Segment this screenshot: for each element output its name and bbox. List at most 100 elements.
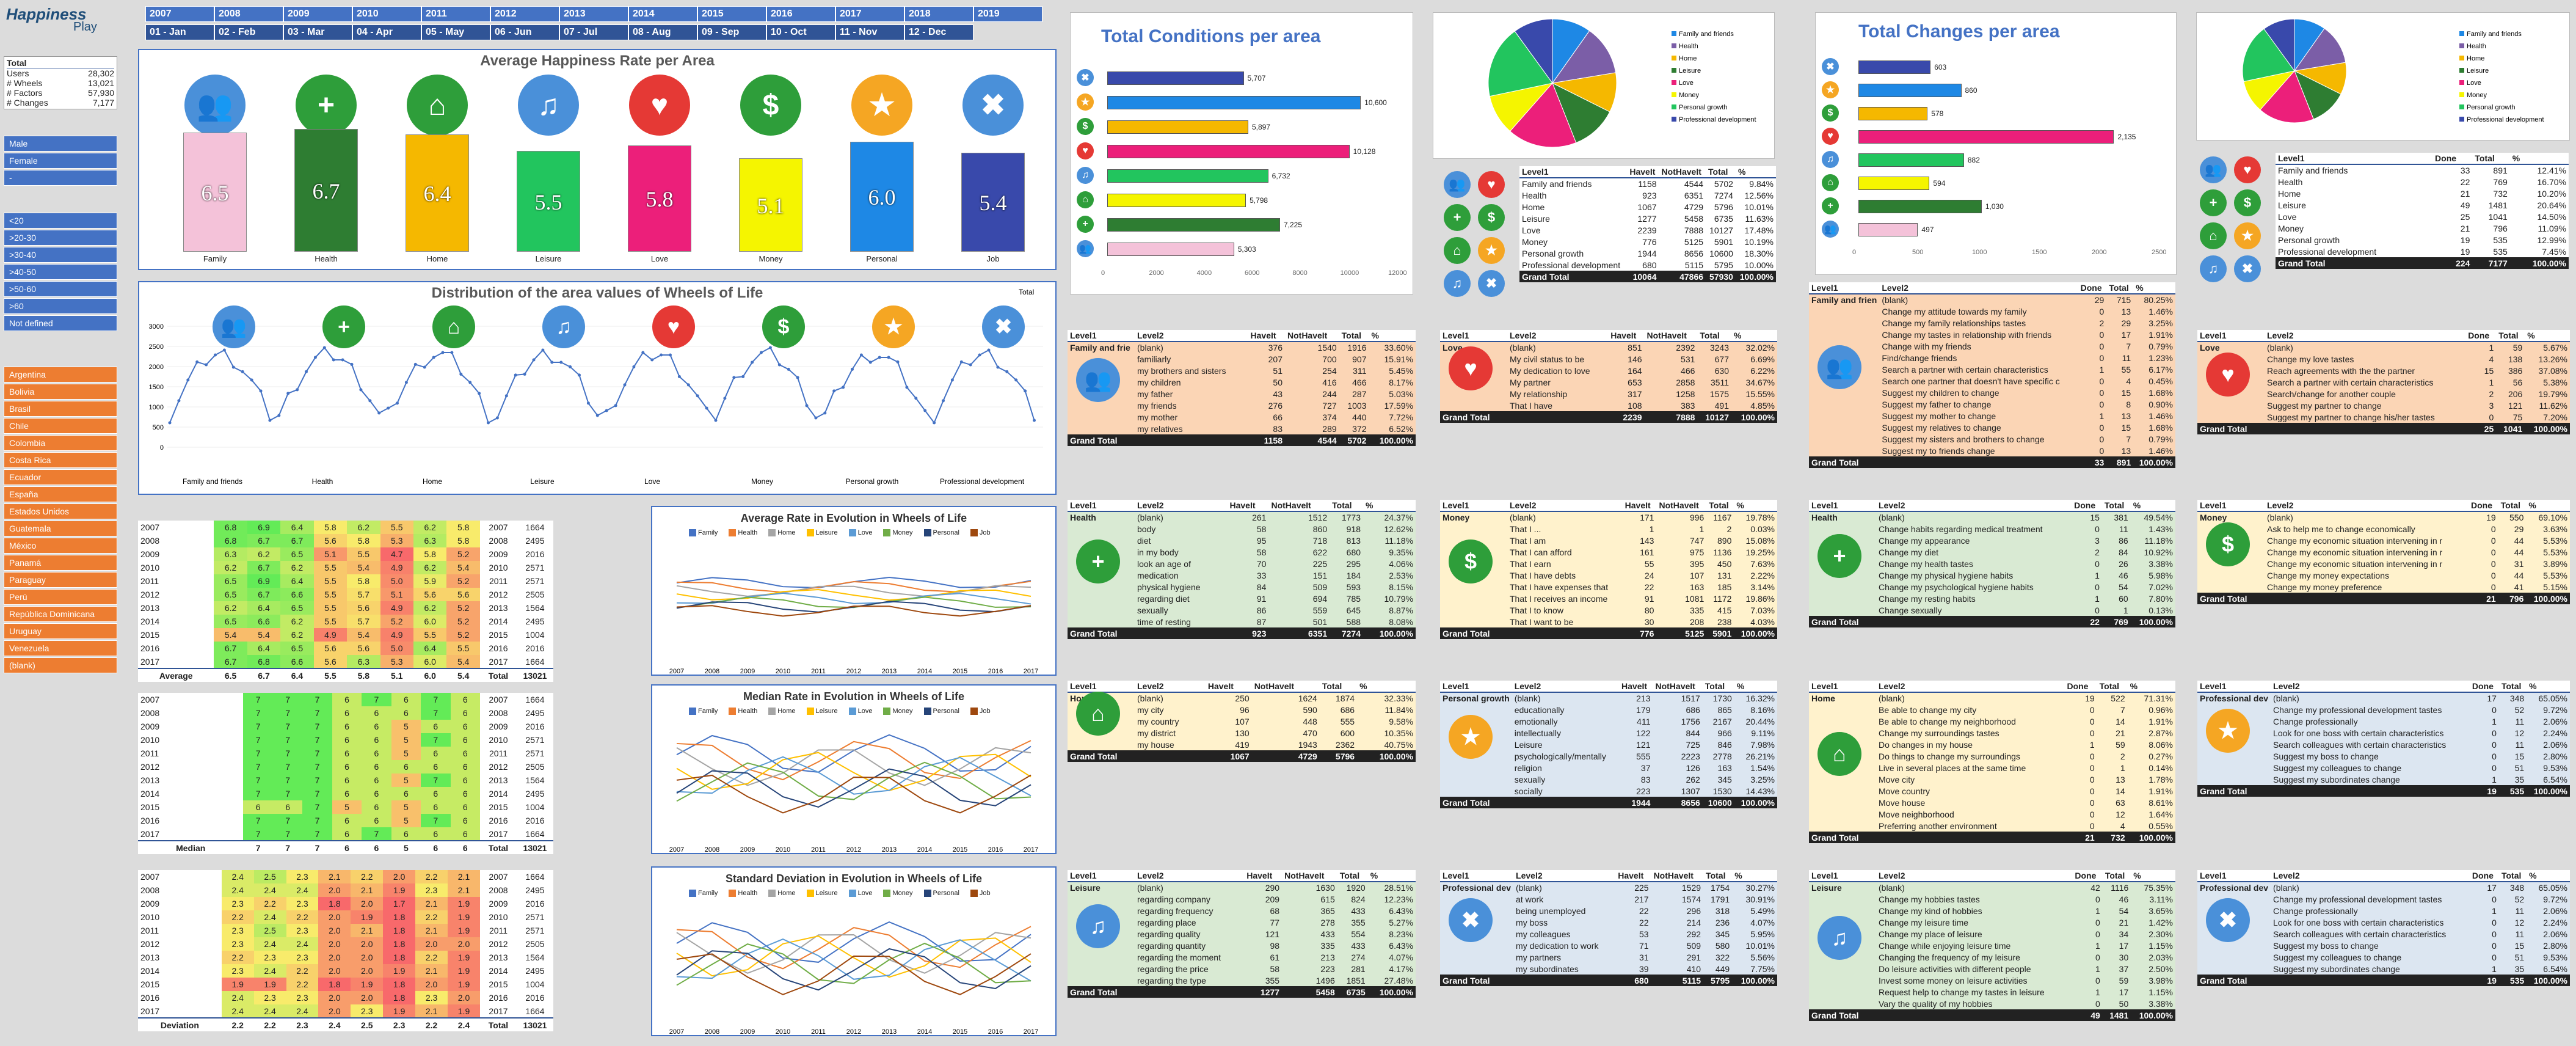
pivot-row[interactable]: Leisure 121 725 846 7.98%: [1440, 739, 1777, 750]
pivot-row[interactable]: Change sexually 0 1 0.13%: [1809, 604, 2175, 616]
pivot-row[interactable]: Money (blank) 171 996 1167 19.78%: [1440, 511, 1777, 523]
month-item[interactable]: 11 - Nov: [835, 24, 904, 40]
pivot-row[interactable]: socially 223 1307 1530 14.43%: [1440, 785, 1777, 797]
pivot-row[interactable]: my city 96 590 686 11.84%: [1068, 704, 1416, 715]
pivot-row[interactable]: Suggest my boss to change 0 15 2.80%: [2197, 750, 2570, 762]
pivot-row[interactable]: Change my professional development taste…: [2197, 893, 2570, 905]
music-icon[interactable]: ♫: [2200, 255, 2227, 282]
pivot-row[interactable]: being unemployed 22 296 318 5.49%: [1440, 905, 1777, 916]
pivot-row[interactable]: regarding the type 355 1496 1851 27.48%: [1068, 975, 1416, 986]
slicer-age-item[interactable]: >20-30: [4, 230, 117, 246]
pivot-row[interactable]: Professional development 19 535 7.45%: [2276, 246, 2569, 257]
slicer-country-item[interactable]: Panamá: [4, 555, 117, 571]
pivot-row[interactable]: medication 33 151 184 2.53%: [1068, 569, 1416, 581]
heart-icon[interactable]: ♥: [1478, 171, 1505, 198]
month-item[interactable]: 05 - May: [421, 24, 490, 40]
pivot-row[interactable]: Change my hobbies tastes 0 46 3.11%: [1809, 893, 2175, 905]
pivot-row[interactable]: Home (blank) 19 522 71.31%: [1809, 692, 2175, 704]
month-item[interactable]: 03 - Mar: [283, 24, 352, 40]
year-item[interactable]: 2013: [559, 6, 628, 22]
pivot-row[interactable]: Suggest my subordinates change 1 35 6.54%: [2197, 774, 2570, 785]
pivot-row[interactable]: Health (blank) 15 381 49.54%: [1809, 511, 2175, 523]
pivot-row[interactable]: Suggest my sisters and brothers to chang…: [1809, 433, 2175, 445]
year-item[interactable]: 2015: [697, 6, 766, 22]
pivot-row[interactable]: my country 107 448 555 9.58%: [1068, 715, 1416, 727]
year-item[interactable]: 2019: [973, 6, 1042, 22]
pivot-row[interactable]: look an age of 70 225 295 4.06%: [1068, 558, 1416, 569]
pivot-row[interactable]: Preferring another environment 0 4 0.55%: [1809, 820, 2175, 832]
star-icon[interactable]: ★: [2234, 222, 2261, 249]
slicer-gender-item[interactable]: -: [4, 170, 117, 186]
pivot-row[interactable]: Change my surroundings tastes 0 21 2.87%: [1809, 727, 2175, 739]
slicer-country-item[interactable]: Uruguay: [4, 623, 117, 639]
pivot-row[interactable]: Change my health tastes 0 26 3.38%: [1809, 558, 2175, 569]
pivot-row[interactable]: Change my economic situation intervening…: [2197, 535, 2570, 546]
pivot-row[interactable]: at work 217 1574 1791 30.91%: [1440, 893, 1777, 905]
pivot-row[interactable]: Money (blank) 19 550 69.10%: [2197, 511, 2570, 523]
pivot-row[interactable]: Professional dev (blank) 17 348 65.05%: [2197, 692, 2570, 704]
pivot-row[interactable]: Change my tastes in relationship with fr…: [1809, 329, 2175, 340]
pivot-row[interactable]: Change my diet 2 84 10.92%: [1809, 546, 2175, 558]
slicer-country-item[interactable]: Ecuador: [4, 469, 117, 485]
pivot-row[interactable]: Changing the frequency of my leisure 0 30 2…: [1809, 951, 2175, 963]
pivot-row[interactable]: body 58 860 918 12.62%: [1068, 523, 1416, 535]
pivot-row[interactable]: Change professionally 1 11 2.06%: [2197, 715, 2570, 727]
pivot-row[interactable]: Change my money preference 0 41 5.15%: [2197, 581, 2570, 593]
plus-icon[interactable]: +: [2200, 189, 2227, 216]
pivot-row[interactable]: Change habits regarding medical treatmen…: [1809, 523, 2175, 535]
pivot-row[interactable]: Change my place of leisure 0 34 2.30%: [1809, 928, 2175, 940]
pivot-row[interactable]: physical hygiene 84 509 593 8.15%: [1068, 581, 1416, 593]
home-icon[interactable]: ⌂: [2200, 222, 2227, 249]
pivot-row[interactable]: Suggest my partner to change 3 121 11.62%: [2197, 400, 2570, 411]
pivot-row[interactable]: religion 37 126 163 1.54%: [1440, 762, 1777, 774]
pivot-row[interactable]: my colleagues 53 292 345 5.95%: [1440, 928, 1777, 940]
pivot-row[interactable]: my brothers and sisters 51 254 311 5.45%: [1068, 365, 1416, 376]
pivot-row[interactable]: Move house 0 63 8.61%: [1809, 797, 2175, 808]
year-item[interactable]: 2014: [628, 6, 697, 22]
pivot-row[interactable]: Leisure (blank) 290 1630 1920 28.51%: [1068, 882, 1416, 893]
slicer-country-item[interactable]: Chile: [4, 418, 117, 434]
pivot-row[interactable]: regarding the price 58 223 281 4.17%: [1068, 963, 1416, 975]
pivot-row[interactable]: Change my economic situation intervening…: [2197, 546, 2570, 558]
pivot-row[interactable]: my partners 31 291 322 5.56%: [1440, 951, 1777, 963]
slicer-gender-item[interactable]: Female: [4, 153, 117, 169]
pivot-row[interactable]: Love 2239 7888 10127 17.48%: [1519, 224, 1776, 236]
slicer-age-item[interactable]: Not defined: [4, 315, 117, 331]
pivot-row[interactable]: Professional dev (blank) 17 348 65.05%: [2197, 882, 2570, 893]
year-item[interactable]: 2016: [766, 6, 835, 22]
slicer-age-item[interactable]: <20: [4, 213, 117, 229]
pivot-row[interactable]: Search a partner with certain characteri…: [2197, 376, 2570, 388]
slicer-age-item[interactable]: >30-40: [4, 247, 117, 263]
month-item[interactable]: 01 - Jan: [145, 24, 214, 40]
pivot-row[interactable]: sexually 86 559 645 8.87%: [1068, 604, 1416, 616]
pivot-row[interactable]: Health 22 769 16.70%: [2276, 176, 2569, 188]
pivot-row[interactable]: Change my attitude towards my family 0 13 1…: [1809, 305, 2175, 317]
pivot-row[interactable]: Suggest my mother to change 1 13 1.46%: [1809, 410, 2175, 422]
pivot-row[interactable]: My civil status to be 146 531 677 6.69%: [1440, 353, 1777, 365]
pivot-row[interactable]: That I have debts 24 107 131 2.22%: [1440, 569, 1777, 581]
pivot-row[interactable]: Family and frien (blank) 29 715 80.25%: [1809, 294, 2175, 305]
month-item[interactable]: 10 - Oct: [766, 24, 835, 40]
pivot-row[interactable]: Home 21 732 10.20%: [2276, 188, 2569, 199]
pivot-row[interactable]: Suggest my children to change 0 15 1.68%: [1809, 387, 2175, 398]
pivot-row[interactable]: Search colleagues with certain character…: [2197, 928, 2570, 940]
pivot-row[interactable]: Love (blank) 1 59 5.67%: [2197, 342, 2570, 353]
year-item[interactable]: 2007: [145, 6, 214, 22]
pivot-row[interactable]: my relatives 83 289 372 6.52%: [1068, 423, 1416, 434]
pivot-row[interactable]: my district 130 470 600 10.35%: [1068, 727, 1416, 739]
pivot-row[interactable]: Change my resting habits 1 60 7.80%: [1809, 593, 2175, 604]
pivot-row[interactable]: Change my appearance 3 86 11.18%: [1809, 535, 2175, 546]
pivot-row[interactable]: regarding frequency 68 365 433 6.43%: [1068, 905, 1416, 916]
dollar-icon[interactable]: $: [1478, 204, 1505, 231]
pivot-row[interactable]: Family and friends 33 891 12.41%: [2276, 164, 2569, 176]
pivot-row[interactable]: My partner 653 2858 3511 34.67%: [1440, 376, 1777, 388]
month-item[interactable]: 07 - Jul: [559, 24, 628, 40]
pivot-row[interactable]: regarding quantity 98 335 433 6.43%: [1068, 940, 1416, 951]
pivot-row[interactable]: Leisure 1277 5458 6735 11.63%: [1519, 213, 1776, 224]
pivot-row[interactable]: Change my psychological hygiene habits 0 5…: [1809, 581, 2175, 593]
dollar-icon[interactable]: $: [2234, 189, 2261, 216]
slicer-country-item[interactable]: República Dominicana: [4, 606, 117, 622]
pivot-row[interactable]: Do things to change my surroundings 0 2 0.2…: [1809, 750, 2175, 762]
year-item[interactable]: 2017: [835, 6, 904, 22]
